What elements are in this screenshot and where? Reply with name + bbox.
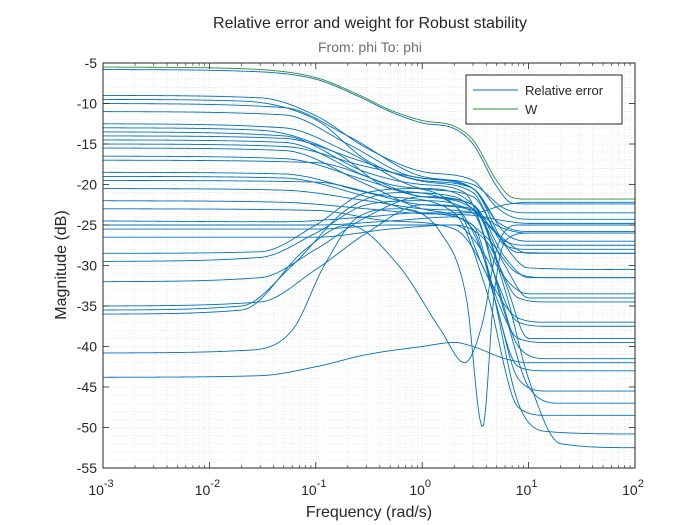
- chart-title: Relative error and weight for Robust sta…: [213, 15, 527, 32]
- y-tick-label: -55: [77, 460, 97, 476]
- series-line-relative-error: [103, 159, 635, 435]
- x-tick-label: 101: [516, 478, 538, 498]
- series-line-relative-error: [103, 147, 635, 392]
- y-tick-label: -15: [77, 136, 97, 152]
- series-line-relative-error: [103, 188, 635, 299]
- x-tick-labels: 10-3 10-2 10-1 100 101 102: [88, 478, 644, 498]
- series-line-relative-error: [103, 342, 635, 378]
- y-tick-label: -50: [77, 420, 97, 436]
- series-line-relative-error: [103, 103, 635, 270]
- x-tick-exponent: -1: [317, 478, 327, 490]
- series-group: [103, 66, 635, 449]
- plot-background: [103, 63, 635, 468]
- series-line-relative-error: [103, 135, 635, 232]
- y-tick-label: -5: [85, 55, 98, 71]
- series-line-relative-error: [103, 69, 635, 205]
- series-line-relative-error: [103, 175, 635, 343]
- y-tick-labels: -5 -10 -15 -20 -25 -30 -35 -40 -45 -50 -55: [77, 55, 97, 476]
- series-line-relative-error: [103, 200, 635, 224]
- series-line-relative-error: [103, 131, 635, 295]
- y-tick-label: -25: [77, 217, 97, 233]
- y-tick-label: -45: [77, 379, 97, 395]
- series-line-relative-error: [103, 216, 635, 279]
- series-line-w: [103, 66, 635, 200]
- legend-box: [465, 74, 623, 125]
- series-line-relative-error: [103, 192, 635, 311]
- x-tick-label: 10-3: [88, 478, 113, 498]
- series-line-relative-error: [103, 200, 635, 404]
- x-axis-label: Frequency (rad/s): [306, 504, 432, 521]
- series-line-relative-error: [103, 171, 635, 246]
- series-line-relative-error: [103, 111, 635, 242]
- y-tick-label: -10: [77, 96, 97, 112]
- series-line-relative-error: [103, 204, 635, 449]
- series-line-relative-error: [103, 143, 635, 214]
- x-tick-label: 10-1: [301, 478, 326, 498]
- x-tick-exponent: -2: [210, 478, 220, 490]
- x-tick-label: 100: [409, 478, 431, 498]
- series-line-relative-error: [103, 224, 635, 327]
- x-tick-label: 10-2: [195, 478, 220, 498]
- series-line-relative-error: [103, 123, 635, 250]
- y-tick-label: -30: [77, 258, 97, 274]
- axis-ticks: [102, 62, 636, 469]
- y-tick-label: -35: [77, 298, 97, 314]
- legend-label-w: W: [525, 102, 538, 117]
- series-line-relative-error: [103, 201, 635, 223]
- series-line-relative-error: [103, 208, 635, 427]
- y-axis-label: Magnitude (dB): [53, 210, 70, 319]
- legend-label-relative-error: Relative error: [525, 83, 604, 98]
- legend: Relative error W: [465, 74, 623, 125]
- x-tick-exponent: 1: [531, 478, 537, 490]
- y-tick-label: -40: [77, 339, 97, 355]
- series-line-relative-error: [103, 208, 635, 372]
- x-tick-label: 102: [622, 478, 644, 498]
- x-tick-exponent: 0: [425, 478, 431, 490]
- series-line-relative-error: [103, 224, 635, 364]
- series-line-relative-error: [103, 94, 635, 220]
- y-tick-label: -20: [77, 177, 97, 193]
- x-tick-exponent: 2: [638, 478, 644, 490]
- series-line-relative-error: [103, 196, 635, 339]
- x-tick-exponent: -3: [104, 478, 114, 490]
- chart-subtitle: From: phi To: phi: [318, 39, 422, 55]
